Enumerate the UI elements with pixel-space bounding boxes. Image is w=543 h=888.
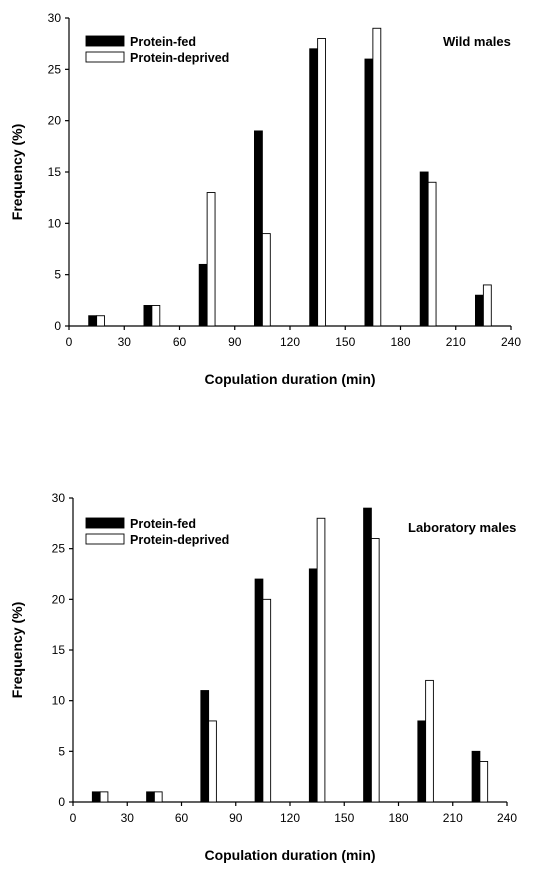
bar-protein-fed bbox=[198, 263, 208, 327]
x-tick-label: 240 bbox=[497, 811, 517, 825]
bar-protein-fed bbox=[475, 294, 484, 327]
x-tick-label: 60 bbox=[173, 335, 187, 349]
y-tick-label: 30 bbox=[48, 11, 62, 25]
x-tick-label: 210 bbox=[446, 335, 466, 349]
bar-protein-deprived bbox=[370, 538, 380, 803]
bar-protein-fed bbox=[146, 791, 155, 803]
bar-protein-fed bbox=[309, 48, 319, 327]
legend-label: Protein-deprived bbox=[130, 533, 229, 547]
y-tick-label: 10 bbox=[52, 694, 66, 708]
bar-protein-fed bbox=[364, 58, 374, 327]
chart-panel-wild-males: 0 5 10 15 20 25 30 0 30 60 90 120 150 180 210 240 Copula… bbox=[0, 0, 543, 410]
panel-title: Wild males bbox=[443, 34, 511, 49]
y-tick-label: 20 bbox=[48, 114, 62, 128]
bar-protein-deprived bbox=[261, 233, 271, 327]
bar-protein-fed bbox=[363, 507, 372, 803]
x-tick-label: 30 bbox=[121, 811, 135, 825]
bar-protein-fed bbox=[143, 305, 153, 327]
y-tick-label: 15 bbox=[52, 643, 66, 657]
bar-protein-deprived bbox=[372, 27, 382, 327]
bar-protein-fed bbox=[417, 720, 427, 803]
y-tick-label: 0 bbox=[58, 795, 65, 809]
bar-chart-laboratory-males: 0 5 10 15 20 25 30 0 30 60 90 120 150 180 210 240 Copula… bbox=[9, 491, 517, 863]
y-tick-label: 10 bbox=[48, 216, 62, 230]
legend-label: Protein-fed bbox=[130, 35, 196, 49]
bar-protein-deprived bbox=[482, 284, 492, 327]
bar-protein-fed bbox=[200, 690, 210, 803]
legend-swatch bbox=[85, 35, 125, 47]
bar-protein-deprived bbox=[317, 38, 326, 327]
y-axis-title: Frequency (%) bbox=[9, 124, 25, 220]
y-tick-label: 0 bbox=[54, 319, 61, 333]
x-tick-label: 60 bbox=[175, 811, 189, 825]
bar-protein-deprived bbox=[208, 720, 217, 803]
legend-label: Protein-deprived bbox=[130, 51, 229, 65]
x-tick-label: 180 bbox=[390, 335, 410, 349]
x-tick-label: 150 bbox=[335, 335, 355, 349]
y-tick-label: 5 bbox=[54, 268, 61, 282]
y-tick-label: 5 bbox=[58, 744, 65, 758]
bar-protein-deprived bbox=[479, 761, 489, 803]
y-axis-title: Frequency (%) bbox=[9, 602, 25, 698]
x-tick-label: 120 bbox=[280, 335, 300, 349]
y-tick-label: 30 bbox=[52, 491, 66, 505]
y-tick-label: 25 bbox=[48, 62, 62, 76]
bar-protein-deprived bbox=[206, 192, 216, 327]
x-tick-label: 90 bbox=[228, 335, 242, 349]
x-tick-label: 240 bbox=[501, 335, 521, 349]
bar-protein-fed bbox=[419, 171, 429, 327]
bar-protein-fed bbox=[91, 791, 101, 803]
bar-protein-fed bbox=[308, 568, 318, 803]
x-tick-label: 120 bbox=[280, 811, 300, 825]
x-tick-label: 0 bbox=[70, 811, 77, 825]
chart-panel-laboratory-males: 0 5 10 15 20 25 30 0 30 60 90 120 150 180 210 240 Copula… bbox=[0, 478, 543, 888]
bar-protein-fed bbox=[88, 315, 98, 327]
bar-protein-deprived bbox=[425, 679, 434, 803]
x-axis-title: Copulation duration (min) bbox=[204, 371, 375, 387]
bar-chart-wild-males: 0 5 10 15 20 25 30 0 30 60 90 120 150 180 210 240 Copula… bbox=[9, 11, 521, 387]
y-tick-label: 25 bbox=[52, 542, 66, 556]
x-tick-label: 150 bbox=[334, 811, 354, 825]
bar-protein-deprived bbox=[153, 791, 163, 803]
x-tick-label: 90 bbox=[229, 811, 243, 825]
bar-protein-deprived bbox=[316, 517, 326, 803]
x-tick-label: 0 bbox=[66, 335, 73, 349]
bar-protein-deprived bbox=[262, 598, 272, 803]
legend-swatch bbox=[85, 517, 125, 529]
legend-label: Protein-fed bbox=[130, 517, 196, 531]
bar-protein-fed bbox=[254, 578, 264, 803]
x-tick-label: 210 bbox=[443, 811, 463, 825]
bar-protein-deprived bbox=[96, 315, 105, 327]
x-tick-label: 30 bbox=[118, 335, 132, 349]
bar-protein-deprived bbox=[427, 181, 437, 327]
x-axis-title: Copulation duration (min) bbox=[204, 847, 375, 863]
panel-title: Laboratory males bbox=[408, 520, 516, 535]
bar-protein-deprived bbox=[99, 791, 109, 803]
bar-protein-fed bbox=[254, 130, 263, 327]
y-tick-label: 20 bbox=[52, 592, 66, 606]
legend-swatch bbox=[85, 533, 125, 545]
x-tick-label: 180 bbox=[388, 811, 408, 825]
y-tick-label: 15 bbox=[48, 165, 62, 179]
bar-protein-fed bbox=[471, 750, 481, 803]
legend-swatch bbox=[85, 51, 125, 63]
bar-protein-deprived bbox=[151, 305, 161, 327]
